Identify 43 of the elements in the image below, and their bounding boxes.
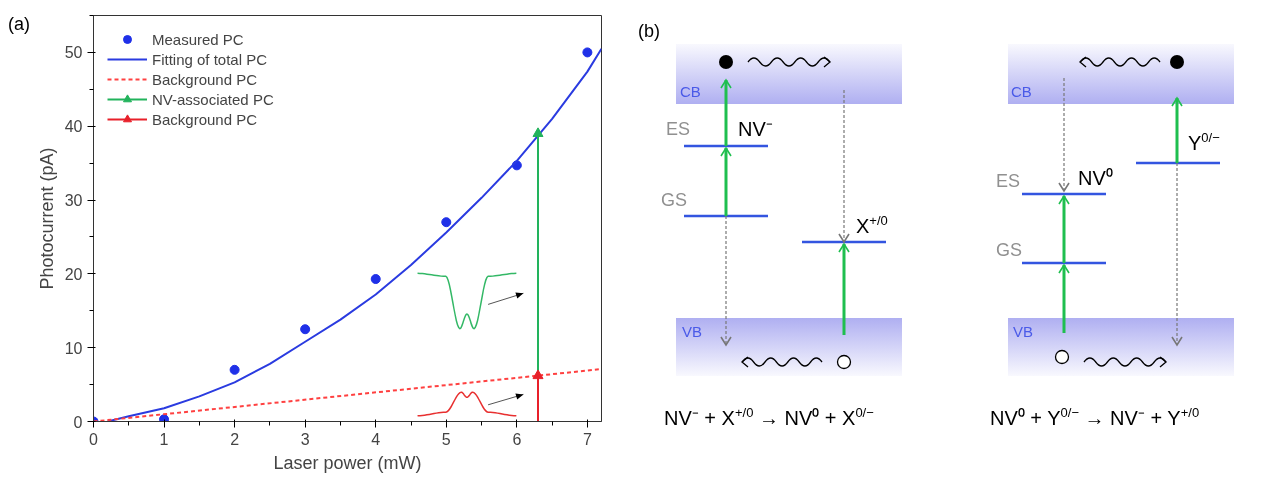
text: NV⁰ [1078, 167, 1113, 189]
point [159, 414, 170, 422]
text: Y$^{0/−}$ [1188, 130, 1220, 154]
point [441, 217, 452, 228]
point [229, 364, 240, 375]
x-axis-title: Laser power (mW) [273, 452, 422, 473]
text: NV⁻ [738, 118, 773, 140]
x-tick-label: 2 [230, 430, 240, 448]
y-tick-label: 0 [73, 413, 83, 431]
text: GS [996, 240, 1023, 260]
text: CB [680, 83, 701, 100]
y-tick-label: 10 [64, 339, 83, 357]
point [300, 324, 311, 335]
legend-label: NV-associated PC [152, 90, 274, 108]
text: GS [661, 190, 688, 210]
y-tick-label: 30 [64, 192, 83, 210]
x-tick-label: 0 [89, 430, 99, 448]
y-tick-label: 40 [64, 118, 83, 136]
legend-label: Measured PC [152, 30, 244, 48]
x-tick-label: 1 [159, 430, 169, 448]
text: CB [1011, 83, 1032, 100]
x-tick-label: 6 [512, 430, 522, 448]
text: VB [1013, 323, 1034, 340]
legend-label: Background PC [152, 110, 258, 128]
legend-label: Fitting of total PC [152, 50, 268, 68]
x-tick-label: 5 [441, 430, 451, 448]
y-tick-label: 20 [64, 265, 83, 283]
text: (a) [8, 14, 30, 34]
text: X$^{+/0}$ [856, 213, 888, 237]
text: NV⁰ + Y$^{0/−}$ → NV⁻ + Y$^{+/0}$ [990, 405, 1200, 429]
text: ES [666, 119, 691, 139]
x-tick-label: 4 [371, 430, 381, 448]
x-tick-label: 3 [300, 430, 310, 448]
text: ES [996, 171, 1021, 191]
text: NV⁻ + X$^{+/0}$ → NV⁰ + X$^{0/−}$ [664, 405, 874, 429]
legend-label: Background PC [152, 70, 258, 88]
text: (b) [638, 21, 660, 41]
text: VB [682, 323, 703, 340]
point [370, 274, 381, 285]
point [582, 47, 593, 58]
y-tick-label: 50 [64, 44, 83, 62]
y-axis-title: Photocurrent (pA) [36, 147, 57, 290]
x-tick-label: 7 [582, 430, 592, 448]
